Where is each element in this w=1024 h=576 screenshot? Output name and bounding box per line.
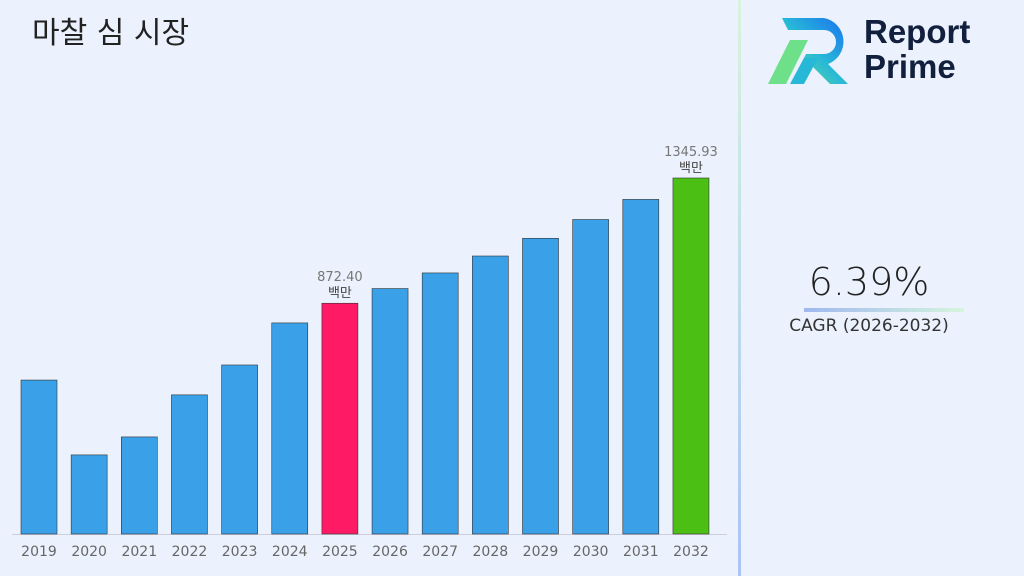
bar-2025 — [321, 302, 359, 535]
bar-2020 — [70, 454, 108, 535]
x-tick-label: 2030 — [573, 544, 609, 560]
x-tick-label: 2024 — [272, 544, 308, 560]
bar-2019 — [20, 379, 58, 535]
data-label-value: 872.40 — [317, 270, 363, 285]
x-tick-label: 2021 — [121, 544, 157, 560]
x-tick-label: 2028 — [473, 544, 509, 560]
x-tick-label: 2022 — [172, 544, 208, 560]
cagr-label: CAGR (2026-2032) — [789, 316, 949, 336]
bar-2023 — [221, 364, 258, 535]
bar-2029 — [522, 237, 559, 535]
report-prime-logo: Report Prime — [768, 14, 970, 84]
cagr-underline — [804, 308, 964, 312]
x-tick-label: 2019 — [21, 544, 57, 560]
chart-title: 마찰 심 시장 — [32, 16, 190, 51]
bar-2026 — [371, 288, 409, 535]
bar-2030 — [572, 219, 609, 535]
data-label-value: 1345.93 — [664, 145, 718, 160]
x-tick-label: 2027 — [422, 544, 458, 560]
bar-2021 — [121, 436, 158, 535]
cagr-value: 6.39% — [808, 260, 930, 304]
data-label-unit: 백만 — [328, 286, 352, 301]
bar-2031 — [622, 199, 660, 535]
x-tick-label: 2020 — [71, 544, 107, 560]
bar-2024 — [271, 322, 309, 535]
data-label-unit: 백만 — [679, 161, 703, 176]
x-tick-label: 2023 — [222, 544, 258, 560]
bar-chart: 2019 2020 2021 2022 2023 2024 2025 2026 2027 2028… — [12, 145, 727, 560]
x-tick-label: 2031 — [623, 544, 659, 560]
x-tick-label: 2032 — [673, 544, 709, 560]
bar-2027 — [421, 272, 459, 535]
bar-2028 — [472, 255, 509, 535]
logo-line1: Report — [864, 13, 971, 50]
x-tick-label: 2025 — [322, 544, 358, 560]
bar-2022 — [171, 394, 208, 535]
x-tick-label: 2029 — [523, 544, 559, 560]
bar-2032 — [672, 177, 710, 535]
divider — [738, 0, 741, 576]
logo-line2: Prime — [864, 48, 956, 85]
logo-icon — [768, 18, 848, 84]
x-tick-label: 2026 — [372, 544, 408, 560]
